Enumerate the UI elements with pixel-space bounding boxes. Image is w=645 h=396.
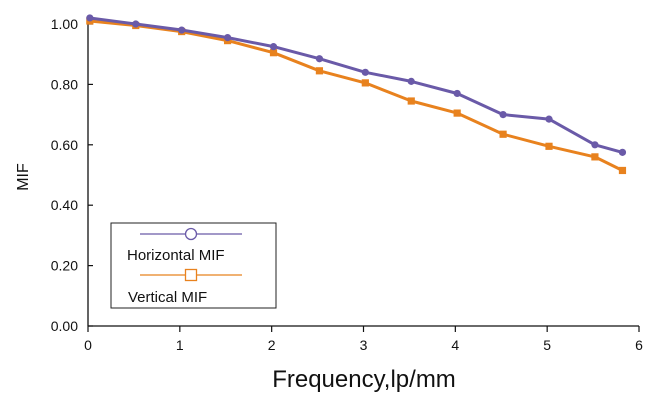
data-point: [499, 130, 507, 138]
series-line: [89, 16, 623, 154]
data-point: [269, 43, 278, 51]
series-line: [89, 19, 624, 172]
x-tick-label: 5: [543, 337, 551, 353]
data-point: [618, 148, 627, 156]
series-layer: [86, 14, 627, 175]
data-point: [269, 49, 278, 57]
data-point: [453, 89, 461, 98]
data-point: [407, 77, 415, 85]
data-point: [545, 142, 553, 150]
y-tick-label: 1.00: [51, 16, 78, 32]
y-tick-label: 0.80: [51, 76, 78, 92]
data-point: [499, 111, 507, 119]
y-tick-label: 0.20: [51, 258, 78, 274]
data-point: [591, 153, 599, 161]
data-point: [361, 68, 369, 76]
legend-marker: [184, 227, 198, 241]
legend-items: Horizontal MIF Vertical MIF: [127, 227, 242, 306]
data-point: [361, 79, 369, 87]
data-point: [315, 55, 324, 63]
series-vertical: [86, 17, 627, 175]
y-tick-label: 0.60: [51, 137, 78, 153]
y-tick-label: 0.40: [51, 197, 78, 213]
x-tick-label: 1: [176, 337, 184, 353]
legend-label: Vertical MIF: [128, 289, 207, 306]
data-point: [132, 20, 140, 28]
y-ticks: 0.00 0.20 0.40 0.60 0.80 1.00: [51, 16, 93, 334]
data-point: [178, 26, 186, 34]
x-tick-label: 4: [451, 337, 459, 353]
data-point: [545, 115, 553, 123]
data-point: [407, 97, 415, 105]
legend: Horizontal MIF Vertical MIF: [110, 222, 277, 309]
series-horizontal: [86, 14, 627, 156]
x-tick-label: 0: [84, 337, 92, 353]
x-tick-label: 6: [635, 337, 643, 353]
y-tick-label: 0.00: [51, 318, 78, 334]
x-tick-label: 3: [360, 337, 368, 353]
legend-marker: [184, 268, 198, 282]
data-point: [618, 166, 627, 175]
y-axis-title: MIF: [15, 163, 32, 191]
data-point: [223, 33, 232, 42]
data-point: [86, 14, 94, 22]
data-point: [591, 141, 599, 149]
data-point: [453, 109, 461, 117]
x-ticks: 0 1 2 3 4 5 6: [84, 326, 643, 353]
x-axis-title: Frequency,lp/mm: [272, 366, 456, 393]
legend-label: Horizontal MIF: [127, 247, 225, 264]
x-tick-label: 2: [268, 337, 276, 353]
data-point: [315, 67, 324, 75]
